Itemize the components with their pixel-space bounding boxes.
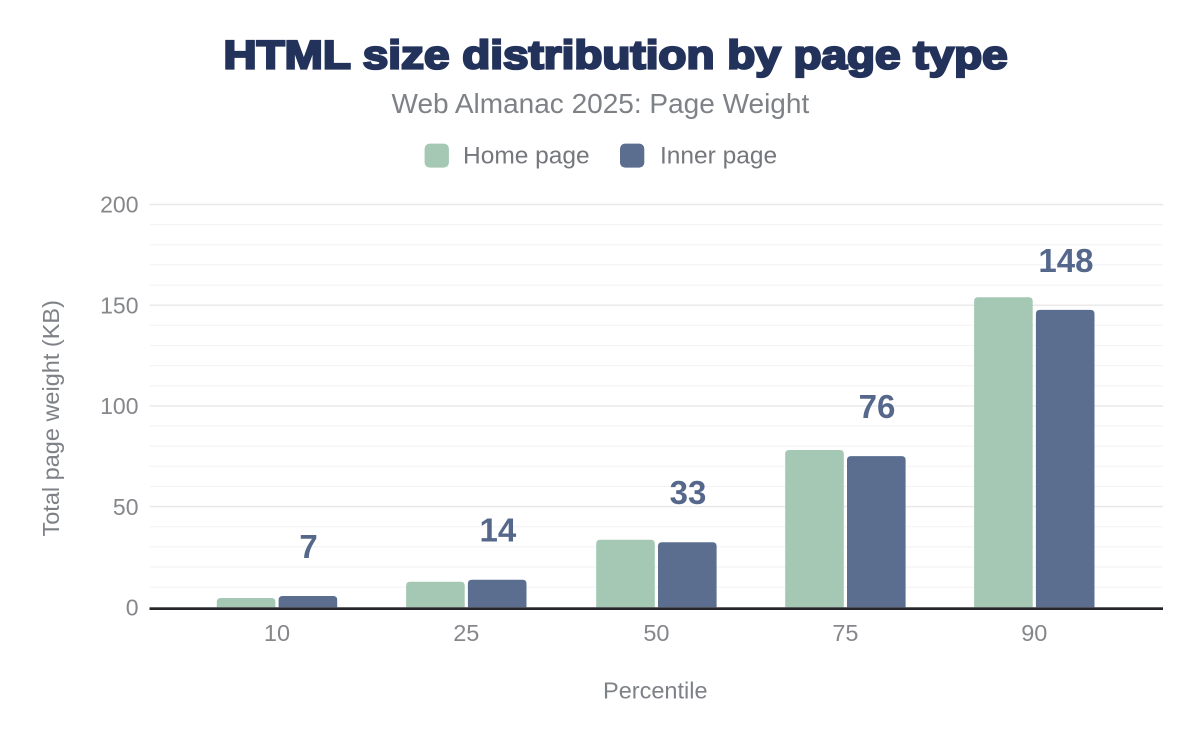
svg-text:Home page: Home page <box>463 142 590 169</box>
svg-text:Percentile: Percentile <box>603 678 708 704</box>
svg-text:148: 148 <box>1038 242 1093 279</box>
svg-text:100: 100 <box>100 393 138 419</box>
svg-text:Inner page: Inner page <box>660 142 777 169</box>
svg-text:50: 50 <box>643 620 669 646</box>
svg-text:75: 75 <box>832 620 858 646</box>
svg-text:7: 7 <box>299 528 317 565</box>
svg-text:0: 0 <box>126 595 139 621</box>
svg-text:10: 10 <box>264 620 290 646</box>
svg-text:200: 200 <box>100 192 138 218</box>
svg-text:Web Almanac 2025: Page Weight: Web Almanac 2025: Page Weight <box>392 88 810 119</box>
svg-text:50: 50 <box>113 494 139 520</box>
svg-text:33: 33 <box>670 474 707 511</box>
svg-text:Total page weight (KB): Total page weight (KB) <box>38 300 64 536</box>
svg-text:HTML size distribution by page: HTML size distribution by page type <box>224 33 1008 78</box>
svg-text:25: 25 <box>453 620 479 646</box>
svg-text:76: 76 <box>859 388 896 425</box>
svg-text:14: 14 <box>480 512 517 549</box>
svg-text:150: 150 <box>100 292 138 318</box>
svg-text:90: 90 <box>1021 620 1047 646</box>
